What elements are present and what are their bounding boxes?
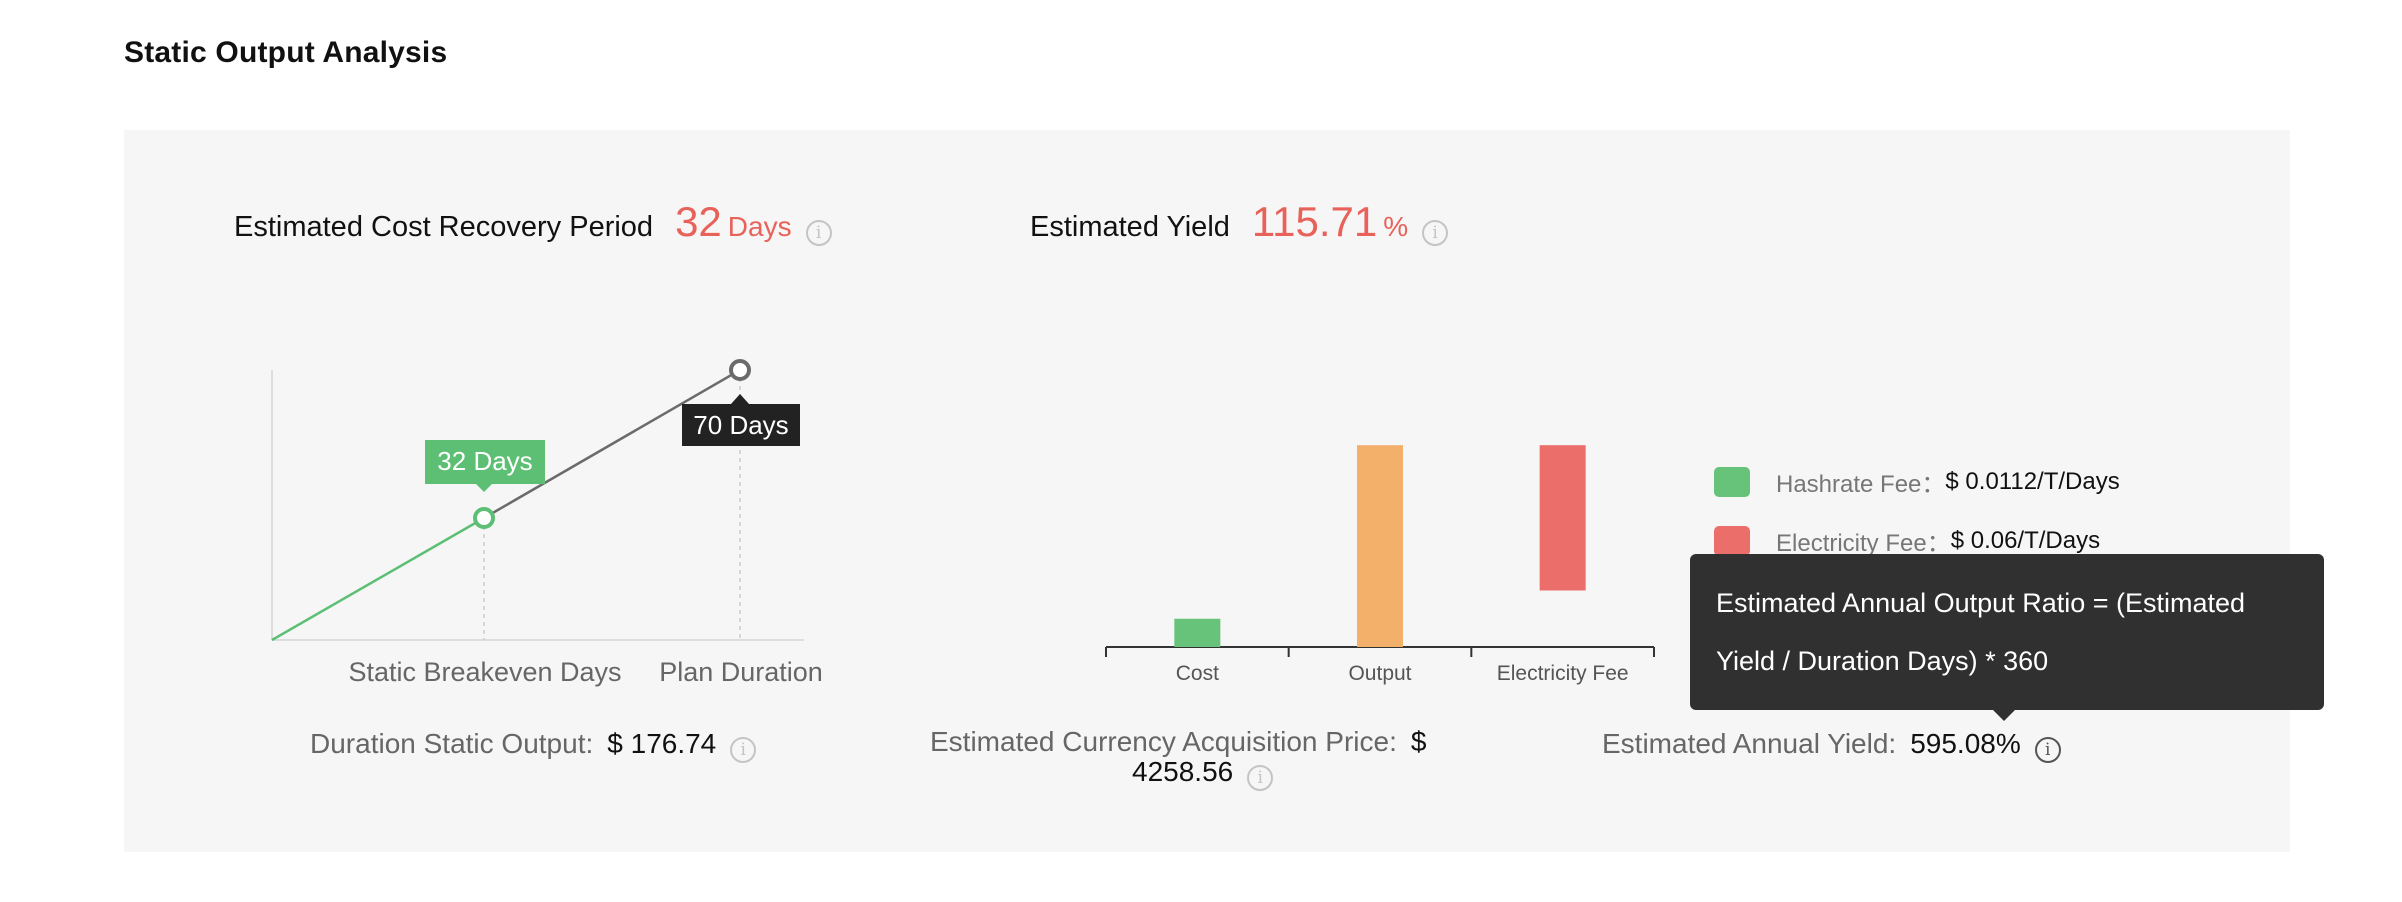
breakeven-point	[473, 507, 495, 529]
breakeven-tag-pointer	[476, 484, 492, 492]
recovery-label: Estimated Cost Recovery Period	[234, 211, 654, 243]
legend-value-hashrate: $ 0.0112/T/Days	[1945, 467, 2120, 495]
breakeven-tag	[425, 440, 545, 484]
page-title: Static Output Analysis	[124, 36, 448, 69]
legend-swatch-electricity	[1714, 525, 1750, 556]
bar-output[interactable]	[1357, 445, 1403, 647]
x-label-breakeven: Static Breakeven Days	[348, 657, 621, 687]
acquisition-price-stat-line2: 4258.56 i	[1132, 756, 1274, 791]
tooltip-line-1: Estimated Annual Output Ratio = (Estimat…	[1716, 588, 2246, 618]
info-circle-icon[interactable]: i	[1422, 220, 1449, 246]
breakeven-line-segment	[271, 516, 485, 642]
plan-tag-label: 70 Days	[693, 410, 788, 440]
annual-yield-label: Estimated Annual Yield:	[1602, 728, 1897, 759]
info-circle-icon[interactable]: i	[2034, 737, 2061, 763]
legend-label-electricity: Electricity Fee：	[1776, 530, 1951, 557]
duration-output-value: $ 176.74	[607, 728, 717, 759]
recovery-value: 32	[675, 198, 722, 245]
cost-output-bar-chart: Cost Output Electricity Fee	[1105, 445, 1655, 685]
yield-value: 115.71	[1251, 198, 1378, 245]
x-label-plan: Plan Duration	[659, 657, 823, 687]
legend-item-electricity: Electricity Fee： $ 0.06/T/Days	[1714, 523, 2100, 558]
info-circle-icon[interactable]: i	[805, 220, 832, 246]
legend-swatch-hashrate	[1714, 466, 1750, 497]
info-circle-icon[interactable]: i	[730, 737, 757, 763]
acquisition-price-currency: $	[1410, 726, 1427, 757]
acquisition-price-label: Estimated Currency Acquisition Price:	[930, 726, 1397, 757]
bar-cost[interactable]	[1174, 618, 1221, 647]
bar-category-label: Cost	[1176, 662, 1219, 685]
legend-value-electricity: $ 0.06/T/Days	[1950, 526, 2101, 554]
yield-label: Estimated Yield	[1030, 211, 1230, 243]
yield-unit: %	[1383, 211, 1409, 242]
legend-item-hashrate: Hashrate Fee： $ 0.0112/T/Days	[1714, 464, 2120, 499]
bar-electricity-fee[interactable]	[1539, 445, 1586, 591]
legend-label-hashrate: Hashrate Fee：	[1776, 471, 1946, 498]
acquisition-price-value: 4258.56	[1132, 756, 1234, 787]
acquisition-price-stat: Estimated Currency Acquisition Price: $	[930, 726, 1426, 758]
recovery-metric: Estimated Cost Recovery Period 32 Days i	[234, 198, 832, 246]
annual-yield-tooltip: Estimated Annual Output Ratio = (Estimat…	[1690, 554, 2324, 710]
tooltip-arrow	[1992, 709, 2016, 721]
recovery-unit: Days	[727, 211, 792, 242]
plan-point	[729, 359, 751, 381]
bar-category-label: Output	[1348, 662, 1411, 685]
annual-yield-stat: Estimated Annual Yield: 595.08% i	[1602, 728, 2061, 763]
tooltip-line-2: Yield / Duration Days) * 360	[1716, 646, 2049, 676]
plan-tag-pointer	[731, 394, 749, 404]
yield-metric: Estimated Yield 115.71 % i	[1030, 198, 1449, 246]
plan-tag	[682, 404, 800, 446]
duration-output-stat: Duration Static Output: $ 176.74 i	[310, 728, 757, 763]
info-circle-icon[interactable]: i	[1247, 765, 1274, 791]
bar-category-label: Electricity Fee	[1497, 662, 1629, 685]
duration-output-label: Duration Static Output:	[310, 728, 594, 759]
annual-yield-value: 595.08%	[1910, 728, 2021, 759]
plan-line-segment	[483, 368, 741, 520]
breakeven-tag-label: 32 Days	[437, 446, 532, 476]
